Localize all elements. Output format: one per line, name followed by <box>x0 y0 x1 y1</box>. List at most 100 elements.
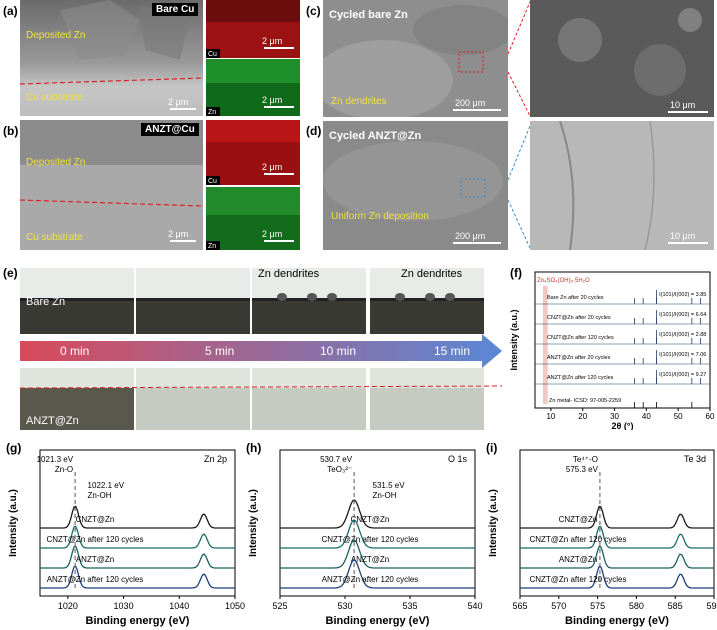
xps-annotation-sub: TeO₃²⁻ <box>327 465 352 474</box>
xps-series-label: ANZT@Zn <box>76 555 114 564</box>
xps-xlabel: Binding energy (eV) <box>326 615 430 627</box>
panel-c-title: Cycled bare Zn <box>329 9 408 21</box>
panel-e-photos <box>19 268 503 430</box>
xrd-tick: 10 <box>546 412 555 421</box>
xps-annotation-sub: Zn-O <box>55 465 73 474</box>
svg-text:10 μm: 10 μm <box>670 231 695 241</box>
xps-tick: 540 <box>467 601 482 611</box>
xrd-ylabel: Intensity (a.u.) <box>509 309 519 370</box>
svg-text:2 μm: 2 μm <box>262 36 282 46</box>
xrd-row-label: ANZT@Zn after 120 cycles <box>547 375 614 381</box>
xrd-ratio-label: I(101)/I(002) = 2.88 <box>659 332 706 338</box>
panel-b-label: (b) <box>3 124 19 138</box>
panel-b-overlay: Deposited Zn Cu substrate 2 μm <box>26 157 196 243</box>
xps-title: O 1s <box>448 454 468 464</box>
xps-tick: 530 <box>337 601 352 611</box>
xps-annotation-sub: 575.3 eV <box>566 465 599 474</box>
svg-text:Zn: Zn <box>208 243 216 250</box>
xps-panel-(i): (i) Te 3d 565 570 575 580 585 590 Binding energy… <box>486 441 717 627</box>
cu-substrate-label-b: Cu substrate <box>26 232 83 243</box>
xrd-tick: 30 <box>610 412 619 421</box>
uniform-deposition-label: Uniform Zn deposition <box>331 211 429 222</box>
zn-dendrites-label: Zn dendrites <box>331 96 387 107</box>
svg-text:Cu: Cu <box>208 178 217 185</box>
xps-annotation: Te⁴⁺-O <box>573 455 598 464</box>
xps-series-label: ANZT@Zn after 120 cycles <box>47 575 144 584</box>
panel-a-overlay: Deposited Zn Cu substrate 2 μm <box>26 30 196 110</box>
deposited-zn-label-a: Deposited Zn <box>26 30 85 41</box>
xps-series-label: ANZT@Zn <box>351 555 389 564</box>
xps-ylabel: Intensity (a.u.) <box>8 489 19 557</box>
panel-e-label: (e) <box>3 266 18 280</box>
xps-annotation: 1021.3 eV <box>37 455 74 464</box>
xps-panel-(g): (g) Zn 2p 1020 1030 1040 1050 Binding energy (… <box>6 441 245 627</box>
xps-title: Zn 2p <box>204 454 227 464</box>
xps-panel-label: (h) <box>246 441 261 455</box>
xps-panel-label: (i) <box>486 441 497 455</box>
xrd-tick: 40 <box>642 412 651 421</box>
xrd-row-label: CNZT@Zn after 120 cycles <box>547 335 614 341</box>
panel-f-xrd-chart: Zn₄SO₄(OH)₆·5H₂O Bare Zn after 20 cycles I… <box>509 271 715 430</box>
xps-curve <box>280 559 475 589</box>
xps-tick: 580 <box>629 601 644 611</box>
xps-curve <box>40 545 235 569</box>
xps-curve <box>280 499 475 529</box>
panel-f-label: (f) <box>510 266 522 280</box>
scale-text-a: 2 μm <box>168 97 188 107</box>
xps-curve <box>40 565 235 589</box>
panel-a-cu-map: 2 μm Cu <box>206 0 300 58</box>
xrd-ratio-label: I(101)/I(002) = 3.85 <box>659 292 706 298</box>
xps-charts: (g) Zn 2p 1020 1030 1040 1050 Binding energy (… <box>6 441 717 627</box>
xps-annotation: 531.5 eV <box>373 481 406 490</box>
xps-annotation: 1022.1 eV <box>88 481 125 490</box>
svg-text:2 μm: 2 μm <box>262 95 282 105</box>
panel-d-zoom-image: 10 μm <box>530 121 714 250</box>
xps-tick: 525 <box>272 601 287 611</box>
deposited-zn-label-b: Deposited Zn <box>26 157 85 168</box>
xps-xlabel: Binding energy (eV) <box>86 615 190 627</box>
svg-text:200 μm: 200 μm <box>455 98 485 108</box>
xps-series-label: CNZT@Zn <box>559 515 598 524</box>
xps-series-label: CNZT@Zn <box>76 515 115 524</box>
panel-c-label: (c) <box>306 4 321 18</box>
panel-b-tag: ANZT@Cu <box>141 123 199 136</box>
xps-annotation-sub: Zn-OH <box>373 491 397 500</box>
panel-c-sem-image: Cycled bare Zn Zn dendrites 200 μm <box>323 0 508 117</box>
xps-panel-label: (g) <box>6 441 21 455</box>
xps-series-label: CNZT@Zn after 120 cycles <box>529 535 626 544</box>
panel-c-zoom-image: 10 μm <box>530 0 714 117</box>
xrd-xlabel: 2θ (°) <box>612 421 634 430</box>
xps-series-label: CNZT@Zn after 120 cycles <box>46 535 143 544</box>
xps-tick: 1030 <box>114 601 134 611</box>
xps-curve <box>520 565 714 589</box>
scale-text-b: 2 μm <box>168 229 188 239</box>
xps-tick: 590 <box>706 601 717 611</box>
xps-tick: 575 <box>590 601 605 611</box>
xps-series-label: CNZT@Zn <box>351 515 390 524</box>
xps-xlabel: Binding energy (eV) <box>565 615 669 627</box>
xrd-row-label: ANZT@Zn after 20 cycles <box>547 355 611 361</box>
svg-text:Cu: Cu <box>208 51 217 58</box>
xps-tick: 1040 <box>169 601 189 611</box>
xrd-tick: 60 <box>706 412 715 421</box>
xps-series-label: ANZT@Zn <box>559 555 597 564</box>
xps-curve <box>280 519 475 549</box>
xrd-row-label: Bare Zn after 20 cycles <box>547 295 604 301</box>
xps-panel-(h): (h) O 1s 525 530 535 540 Binding energy (eV) In… <box>246 441 483 627</box>
panel-a-sem-image <box>20 0 203 116</box>
xps-series-label: CNZT@Zn after 120 cycles <box>321 535 418 544</box>
xps-annotation: 530.7 eV <box>320 455 353 464</box>
xps-tick: 535 <box>402 601 417 611</box>
panel-d-sem-image: Cycled ANZT@Zn Uniform Zn deposition 200… <box>323 121 508 250</box>
svg-text:200 μm: 200 μm <box>455 231 485 241</box>
svg-text:2 μm: 2 μm <box>262 229 282 239</box>
xrd-ref-label: Zn metal- ICSD: 97-005-2259 <box>549 398 621 404</box>
panel-b-cu-map: 2 μm Cu <box>206 120 300 185</box>
xps-ylabel: Intensity (a.u.) <box>248 489 259 557</box>
xrd-tick: 50 <box>674 412 683 421</box>
xps-curve <box>40 505 235 529</box>
panel-b-zn-map: 2 μm Zn <box>206 187 300 250</box>
xps-title: Te 3d <box>684 454 706 464</box>
xps-tick: 570 <box>551 601 566 611</box>
xrd-phase-label: Zn₄SO₄(OH)₆·5H₂O <box>537 278 590 284</box>
